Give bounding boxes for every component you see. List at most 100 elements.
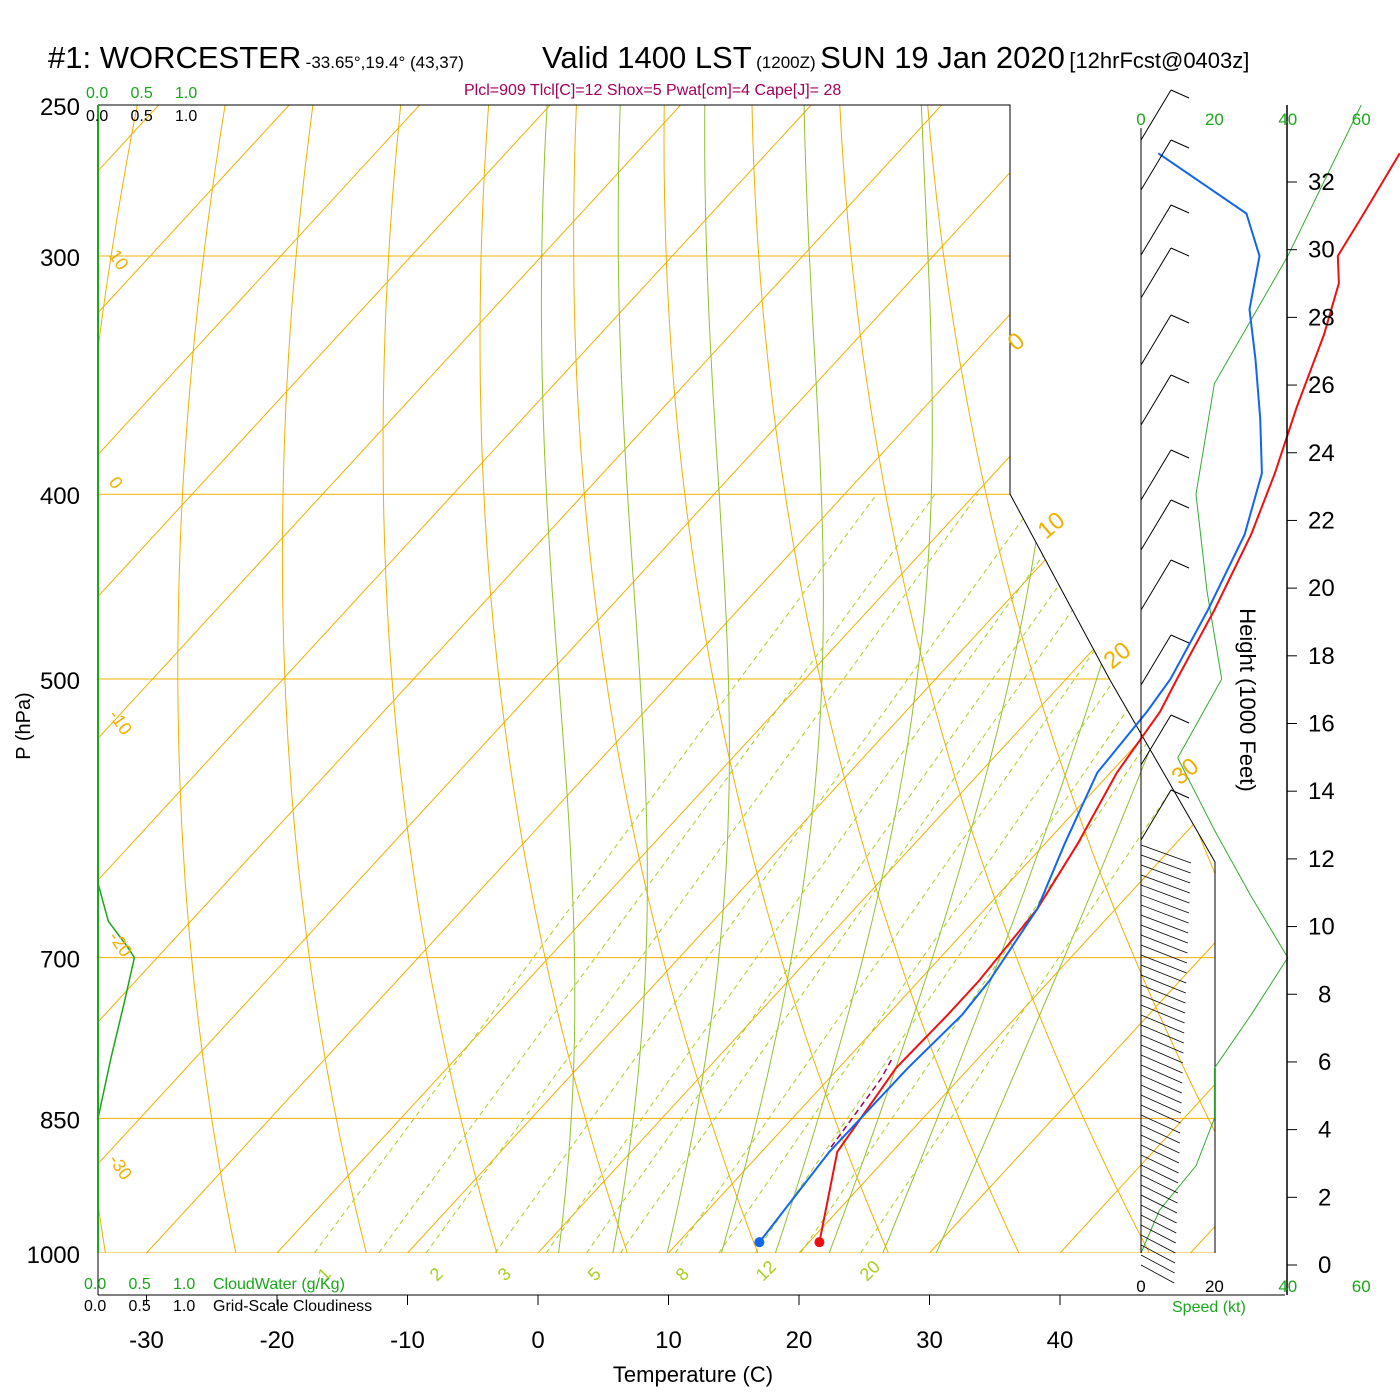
- isotherm-label: 0: [105, 473, 127, 493]
- valid-time: Valid 1400 LST: [542, 40, 752, 75]
- height-tick-label: 2: [1318, 1184, 1331, 1211]
- pressure-tick-label: 300: [40, 245, 80, 272]
- y-axis-label: P (hPa): [13, 692, 35, 759]
- wind-barb-flag: [1170, 314, 1190, 324]
- wind-barb: [1140, 1194, 1178, 1214]
- wind-barb: [1140, 964, 1187, 984]
- isotherm-line: [98, 105, 682, 1253]
- wind-barb: [1140, 904, 1189, 924]
- speed-tick-bottom: 40: [1278, 1277, 1297, 1296]
- scale-value: 0.0: [86, 108, 109, 125]
- wind-barb: [1140, 994, 1186, 1014]
- dry-adiabat: [382, 105, 510, 1253]
- height-tick-label: 22: [1308, 507, 1335, 534]
- mixing-ratio-line: [754, 493, 1215, 1253]
- speed-tick-top: 60: [1352, 110, 1371, 129]
- wind-barb: [1140, 449, 1172, 501]
- moist-adiabat: [761, 105, 933, 1253]
- height-axis-label: Height (1000 Feet): [1235, 608, 1260, 791]
- height-tick-label: 32: [1308, 169, 1335, 196]
- sounding-params: Plcl=909 Tlcl[C]=12 Shox=5 Pwat[cm]=4 Ca…: [464, 82, 842, 99]
- isotherm-label: 30: [1167, 753, 1205, 791]
- wind-barb: [1140, 559, 1172, 611]
- pressure-tick-label: 1000: [27, 1242, 80, 1269]
- pressure-tick-label: 700: [40, 947, 80, 974]
- isotherm-label: -20: [105, 928, 136, 961]
- x-tick-label: -10: [390, 1327, 425, 1354]
- height-tick-label: 30: [1308, 237, 1335, 264]
- wind-barb-flag: [1170, 139, 1190, 149]
- mixing-ratio-label: 8: [672, 1264, 693, 1285]
- bottom-cloudiness-scale: 0.0 0.5 1.0 Grid-Scale Cloudiness: [84, 1298, 372, 1316]
- wind-barb: [1140, 247, 1172, 299]
- wind-barb: [1140, 204, 1172, 256]
- mixing-ratio-line: [586, 493, 1124, 1253]
- wind-barb: [1140, 1104, 1181, 1124]
- scale-value: 1.0: [172, 1276, 196, 1293]
- wind-barb: [1140, 844, 1192, 864]
- wind-barb: [1140, 1064, 1183, 1084]
- height-tick-label: 18: [1308, 643, 1335, 670]
- wind-barb: [1140, 1054, 1183, 1074]
- wind-barb: [1140, 1094, 1182, 1114]
- speed-label: Speed (kt): [1172, 1299, 1246, 1316]
- cloudiness-label: Grid-Scale Cloudiness: [213, 1298, 373, 1315]
- wind-barb: [1140, 874, 1190, 894]
- wind-barb: [1140, 884, 1190, 904]
- wind-barb: [1140, 1184, 1178, 1204]
- wind-barb: [1140, 789, 1172, 841]
- wind-barb: [1140, 974, 1186, 994]
- wind-barb-flag: [1170, 247, 1190, 257]
- height-tick-label: 28: [1308, 304, 1335, 331]
- wind-barb: [1140, 1114, 1181, 1134]
- mixing-ratio-line: [425, 493, 979, 1253]
- wind-barb: [1140, 89, 1172, 141]
- mixing-ratio-label: 5: [584, 1264, 605, 1285]
- mixing-ratio-line: [378, 493, 936, 1253]
- height-tick-label: 20: [1308, 575, 1335, 602]
- mixing-ratio-line: [674, 493, 1204, 1253]
- mixing-ratio-line: [620, 493, 1155, 1253]
- wind-barb: [1140, 1004, 1185, 1024]
- scale-value: 1.0: [174, 85, 198, 102]
- isotherm-line: [1059, 105, 1215, 1253]
- wind-barb-flag: [1170, 559, 1190, 569]
- wind-barb-flag: [1170, 714, 1190, 724]
- header-valid: Valid 1400 LST (1200Z) SUN 19 Jan 2020 […: [542, 40, 1249, 76]
- valid-zulu: (1200Z): [756, 53, 816, 72]
- isotherm-line: [798, 105, 1215, 1253]
- speed-tick-bottom: 20: [1205, 1277, 1224, 1296]
- scale-value: 0.0: [84, 1276, 107, 1293]
- station-name: #1: WORCESTER: [48, 40, 302, 75]
- station-location: -33.65°,19.4° (43,37): [305, 53, 464, 72]
- moist-adiabat: [813, 105, 1061, 1253]
- wind-barb-flag: [1170, 499, 1190, 509]
- pressure-tick-label: 500: [40, 668, 80, 695]
- wind-barb: [1140, 1074, 1182, 1094]
- wind-barb: [1140, 1254, 1175, 1274]
- scale-value: 0.0: [84, 1298, 107, 1315]
- wind-barb: [1140, 374, 1172, 426]
- height-tick-label: 26: [1308, 372, 1335, 399]
- wind-barb: [1140, 894, 1190, 914]
- moist-adiabat: [709, 105, 824, 1253]
- height-tick-label: 12: [1308, 846, 1335, 873]
- frame-edge: [98, 104, 1216, 1253]
- height-tick-label: 6: [1318, 1049, 1331, 1076]
- scale-value: 0.5: [128, 1276, 151, 1293]
- surface-dewpoint-point: [754, 1237, 765, 1248]
- height-tick-label: 4: [1318, 1117, 1331, 1144]
- scale-value: 0.5: [130, 85, 153, 102]
- wind-barb: [1140, 499, 1172, 551]
- dry-adiabat: [98, 105, 145, 1253]
- cloud-water-line: [97, 883, 136, 1119]
- scale-value: 0.5: [128, 1298, 151, 1315]
- dewpoint-line: [758, 152, 1263, 1243]
- x-tick-label: -30: [129, 1327, 164, 1354]
- mixing-ratio-label: 3: [494, 1264, 515, 1285]
- x-tick-label: 40: [1047, 1327, 1074, 1354]
- isotherm-label: -30: [105, 1151, 136, 1184]
- wind-barb: [1140, 864, 1191, 884]
